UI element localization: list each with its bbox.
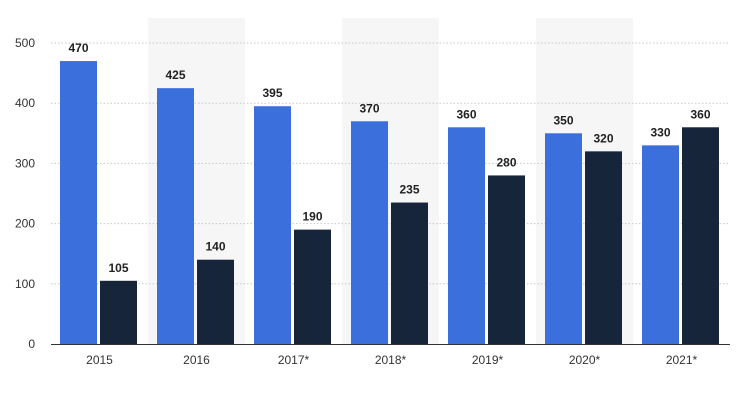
data-label: 320 xyxy=(593,131,613,145)
data-label: 280 xyxy=(496,155,516,169)
bar xyxy=(197,259,234,344)
data-label: 425 xyxy=(165,68,185,82)
data-label: 190 xyxy=(302,210,322,224)
bar xyxy=(488,175,525,344)
x-tick-label: 2017* xyxy=(278,353,310,367)
x-tick-label: 2016 xyxy=(183,353,210,367)
bar xyxy=(545,133,582,344)
data-label: 360 xyxy=(690,107,710,121)
bar xyxy=(157,88,194,345)
data-label: 105 xyxy=(108,261,128,275)
data-label: 360 xyxy=(456,107,476,121)
bar xyxy=(254,106,291,345)
bars xyxy=(60,61,719,345)
y-tick-label: 300 xyxy=(15,156,35,170)
bar xyxy=(351,121,388,344)
x-axis: 2015 2016 2017* 2018* 2019* 2020* 2021* xyxy=(86,353,697,367)
y-tick-label: 200 xyxy=(15,217,35,231)
x-tick-label: 2020* xyxy=(569,353,601,367)
bar xyxy=(642,145,679,344)
bar xyxy=(391,202,428,344)
x-tick-label: 2018* xyxy=(375,353,407,367)
data-label: 235 xyxy=(399,183,419,197)
data-label: 370 xyxy=(359,101,379,115)
x-tick-label: 2015 xyxy=(86,353,113,367)
data-label: 470 xyxy=(68,41,88,55)
y-tick-label: 100 xyxy=(15,277,35,291)
y-tick-label: 500 xyxy=(15,36,35,50)
y-tick-label: 400 xyxy=(15,96,35,110)
data-label: 350 xyxy=(553,113,573,127)
data-labels: 470 105 425 140 395 190 370 235 360 280 350 320 330 3… xyxy=(68,41,710,275)
bar xyxy=(585,151,622,344)
x-tick-label: 2021* xyxy=(666,353,698,367)
bar xyxy=(294,229,331,344)
x-tick-label: 2019* xyxy=(472,353,504,367)
bar xyxy=(448,127,485,344)
data-label: 395 xyxy=(262,86,282,100)
bar xyxy=(100,280,137,344)
y-tick-label: 0 xyxy=(28,337,35,351)
y-axis: 0 100 200 300 400 500 xyxy=(15,36,35,351)
data-label: 330 xyxy=(650,125,670,139)
bar xyxy=(60,61,97,345)
bar xyxy=(682,127,719,344)
data-label: 140 xyxy=(205,240,225,254)
